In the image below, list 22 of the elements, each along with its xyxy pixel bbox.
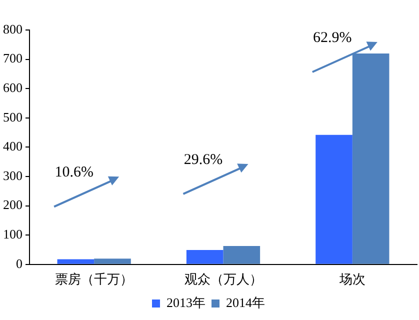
x-tick-label: 票房（千万） [55, 272, 134, 287]
annotation: 62.9% [313, 30, 352, 46]
bar [223, 246, 260, 264]
bar [94, 258, 131, 264]
legend-label: 2013年 [166, 294, 206, 310]
annotation: 10.6% [54, 164, 94, 181]
x-tick-label: 场次 [338, 272, 366, 287]
y-tick-label: 100 [3, 226, 22, 242]
annotation: 29.6% [184, 152, 223, 168]
y-tick-label: 400 [3, 138, 22, 154]
bar [186, 250, 224, 264]
y-tick-label: 300 [3, 168, 22, 183]
bar [57, 259, 94, 264]
y-tick-label: 0 [16, 256, 22, 271]
y-tick-label: 800 [3, 21, 22, 36]
y-tick-label: 500 [3, 109, 22, 124]
y-tick-label: 200 [3, 197, 22, 212]
y-tick-label: 600 [3, 80, 22, 96]
x-tick-label: 观众（万人） [184, 272, 262, 287]
legend-label: 2014年 [226, 294, 265, 310]
y-tick-label: 700 [3, 50, 22, 66]
bar [316, 134, 352, 264]
